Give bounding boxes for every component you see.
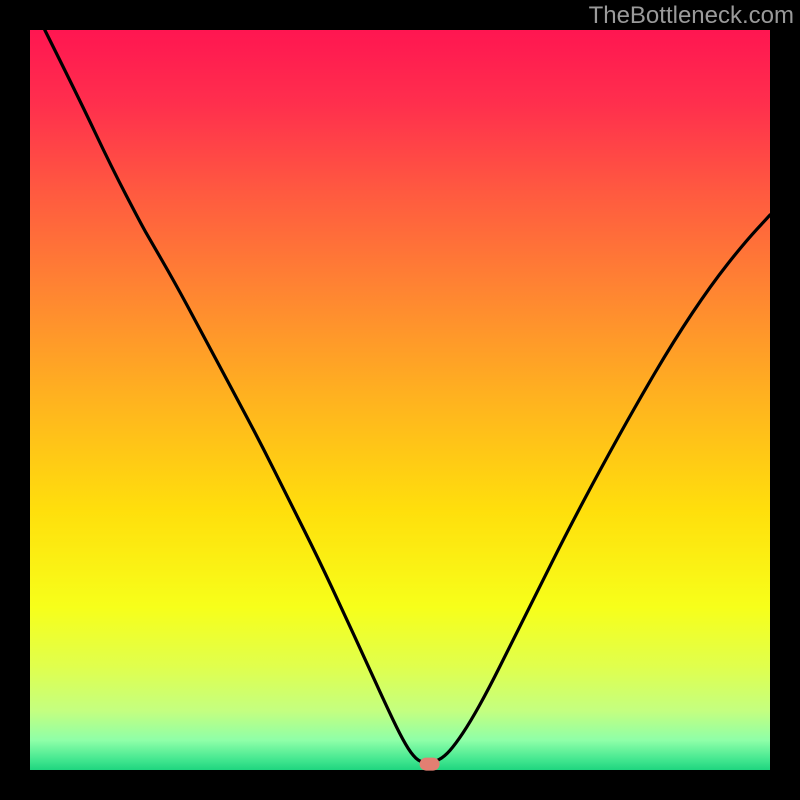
optimal-marker	[420, 758, 440, 771]
plot-background	[30, 30, 770, 770]
bottleneck-chart	[0, 0, 800, 800]
chart-container: { "watermark": { "text": "TheBottleneck.…	[0, 0, 800, 800]
watermark-text: TheBottleneck.com	[589, 2, 794, 30]
